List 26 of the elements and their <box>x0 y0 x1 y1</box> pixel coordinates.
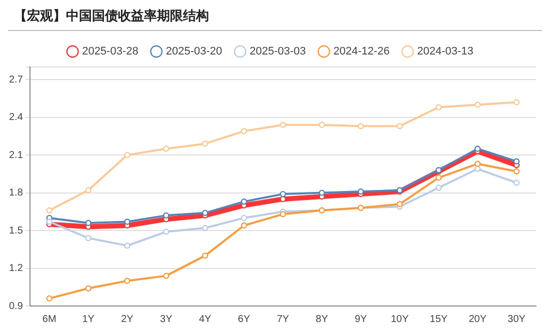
legend-label: 2024-03-13 <box>417 46 474 58</box>
x-tick-label: 30Y <box>508 314 526 325</box>
chart-title: 【宏观】中国国债收益率期限结构 <box>14 8 209 25</box>
x-tick-label: 7Y <box>276 314 290 325</box>
legend-label: 2025-03-20 <box>166 46 222 58</box>
x-tick-label: 1Y <box>82 314 95 325</box>
y-tick-label: 2.1 <box>8 150 24 161</box>
x-tick-label: 20Y <box>468 314 487 325</box>
y-tick-label: 1.8 <box>8 188 24 199</box>
x-tick-label: 10Y <box>390 314 409 325</box>
x-tick-label: 15Y <box>430 314 448 325</box>
legend-label: 2025-03-03 <box>250 46 306 58</box>
x-tick-label: 2Y <box>121 314 134 325</box>
y-tick-label: 0.9 <box>8 300 24 312</box>
x-tick-label: 9Y <box>354 314 368 325</box>
legend-label: 2025-03-28 <box>82 46 138 58</box>
legend-label: 2024-12-26 <box>333 46 390 58</box>
y-tick-label: 2.7 <box>8 74 24 86</box>
x-tick-label: 6Y <box>238 314 250 325</box>
x-tick-label: 6M <box>42 314 56 325</box>
x-tick-label: 3Y <box>160 314 173 325</box>
y-tick-label: 1.2 <box>8 263 24 274</box>
x-tick-label: 8Y <box>316 314 328 325</box>
x-tick-label: 4Y <box>198 314 212 325</box>
y-tick-label: 1.5 <box>8 225 24 236</box>
y-tick-label: 2.4 <box>8 112 24 124</box>
